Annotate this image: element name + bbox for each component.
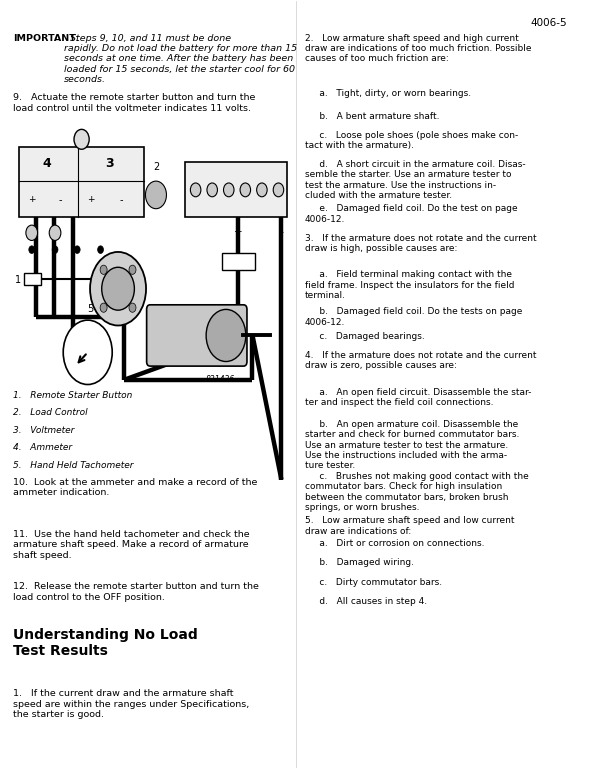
- Text: a.   Dirt or corrosion on connections.: a. Dirt or corrosion on connections.: [305, 539, 484, 548]
- Circle shape: [63, 320, 112, 384]
- Circle shape: [207, 183, 218, 197]
- Text: 1: 1: [15, 275, 21, 285]
- Text: a.   An open field circuit. Disassemble the star-
ter and inspect the field coil: a. An open field circuit. Disassemble th…: [305, 388, 531, 407]
- Circle shape: [74, 246, 80, 254]
- Text: 4.   Ammeter: 4. Ammeter: [13, 444, 72, 452]
- Circle shape: [273, 183, 284, 197]
- Text: b.   Damaged wiring.: b. Damaged wiring.: [305, 558, 414, 568]
- Text: 2.   Load Control: 2. Load Control: [13, 408, 88, 418]
- Text: 9.   Actuate the remote starter button and turn the
load control until the voltm: 9. Actuate the remote starter button and…: [13, 93, 256, 113]
- Text: 2: 2: [153, 162, 159, 172]
- FancyBboxPatch shape: [147, 305, 247, 366]
- Text: d.   A short circuit in the armature coil. Disas-
semble the starter. Use an arm: d. A short circuit in the armature coil.…: [305, 160, 525, 200]
- Text: 12.  Release the remote starter button and turn the
load control to the OFF posi: 12. Release the remote starter button an…: [13, 582, 259, 601]
- Bar: [19, 147, 144, 218]
- Circle shape: [100, 303, 107, 312]
- Text: +: +: [86, 195, 94, 205]
- Text: 5.   Low armature shaft speed and low current
draw are indications of:: 5. Low armature shaft speed and low curr…: [305, 516, 514, 536]
- Circle shape: [102, 268, 134, 310]
- Text: 4006-5: 4006-5: [530, 18, 567, 28]
- Circle shape: [49, 225, 61, 241]
- Text: 3: 3: [105, 158, 113, 171]
- Text: 1.   Remote Starter Button: 1. Remote Starter Button: [13, 391, 132, 400]
- Circle shape: [145, 181, 166, 208]
- Circle shape: [257, 183, 267, 197]
- Text: b.   Damaged field coil. Do the tests on page
4006-12.: b. Damaged field coil. Do the tests on p…: [305, 307, 522, 327]
- Text: b.   An open armature coil. Disassemble the
starter and check for burned commuta: b. An open armature coil. Disassemble th…: [305, 420, 519, 471]
- Circle shape: [26, 225, 38, 241]
- Circle shape: [74, 129, 89, 149]
- Circle shape: [129, 303, 136, 312]
- Text: 3.   If the armature does not rotate and the current
draw is high, possible caus: 3. If the armature does not rotate and t…: [305, 234, 536, 253]
- Text: 831436: 831436: [206, 375, 235, 384]
- Text: +: +: [27, 195, 35, 205]
- Text: Steps 9, 10, and 11 must be done
rapidly. Do not load the battery for more than : Steps 9, 10, and 11 must be done rapidly…: [64, 34, 297, 84]
- Text: 5: 5: [88, 304, 94, 314]
- Circle shape: [100, 265, 107, 275]
- Text: IMPORTANT:: IMPORTANT:: [13, 34, 79, 42]
- Bar: [185, 162, 287, 218]
- Circle shape: [129, 265, 136, 275]
- Text: e.   Damaged field coil. Do the test on page
4006-12.: e. Damaged field coil. Do the test on pa…: [305, 205, 517, 224]
- Circle shape: [240, 183, 250, 197]
- Text: d.   All causes in step 4.: d. All causes in step 4.: [305, 597, 427, 606]
- Text: 11.  Use the hand held tachometer and check the
armature shaft speed. Make a rec: 11. Use the hand held tachometer and che…: [13, 530, 250, 560]
- Text: +: +: [234, 228, 243, 238]
- Text: 3.   Voltmeter: 3. Voltmeter: [13, 426, 74, 435]
- Text: -: -: [58, 195, 62, 205]
- Text: 10.  Look at the ammeter and make a record of the
ammeter indication.: 10. Look at the ammeter and make a recor…: [13, 478, 257, 498]
- Bar: [24, 273, 41, 285]
- Text: Understanding No Load
Test Results: Understanding No Load Test Results: [13, 628, 198, 658]
- Circle shape: [52, 246, 58, 254]
- Text: 4: 4: [42, 158, 51, 171]
- Text: c.   Loose pole shoes (pole shoes make con-
tact with the armature).: c. Loose pole shoes (pole shoes make con…: [305, 131, 518, 150]
- Text: 1.   If the current draw and the armature shaft
speed are within the ranges unde: 1. If the current draw and the armature …: [13, 690, 249, 719]
- Circle shape: [206, 309, 246, 361]
- Text: -: -: [120, 195, 123, 205]
- Text: c.   Brushes not making good contact with the
commutator bars. Check for high in: c. Brushes not making good contact with …: [305, 472, 529, 512]
- Circle shape: [29, 246, 35, 254]
- Text: c.   Dirty commutator bars.: c. Dirty commutator bars.: [305, 578, 442, 587]
- Circle shape: [224, 183, 234, 197]
- Bar: [222, 253, 254, 270]
- Text: -: -: [280, 228, 283, 238]
- Text: c.   Damaged bearings.: c. Damaged bearings.: [305, 331, 424, 341]
- Text: 4.   If the armature does not rotate and the current
draw is zero, possible caus: 4. If the armature does not rotate and t…: [305, 351, 536, 370]
- Text: b.   A bent armature shaft.: b. A bent armature shaft.: [305, 112, 439, 121]
- Text: 2.   Low armature shaft speed and high current
draw are indications of too much : 2. Low armature shaft speed and high cur…: [305, 34, 531, 63]
- Circle shape: [90, 252, 146, 325]
- Text: 5.   Hand Held Tachometer: 5. Hand Held Tachometer: [13, 461, 134, 470]
- Circle shape: [98, 246, 104, 254]
- Text: a.   Field terminal making contact with the
field frame. Inspect the insulators : a. Field terminal making contact with th…: [305, 271, 514, 300]
- Text: a.   Tight, dirty, or worn bearings.: a. Tight, dirty, or worn bearings.: [305, 88, 471, 98]
- Circle shape: [190, 183, 201, 197]
